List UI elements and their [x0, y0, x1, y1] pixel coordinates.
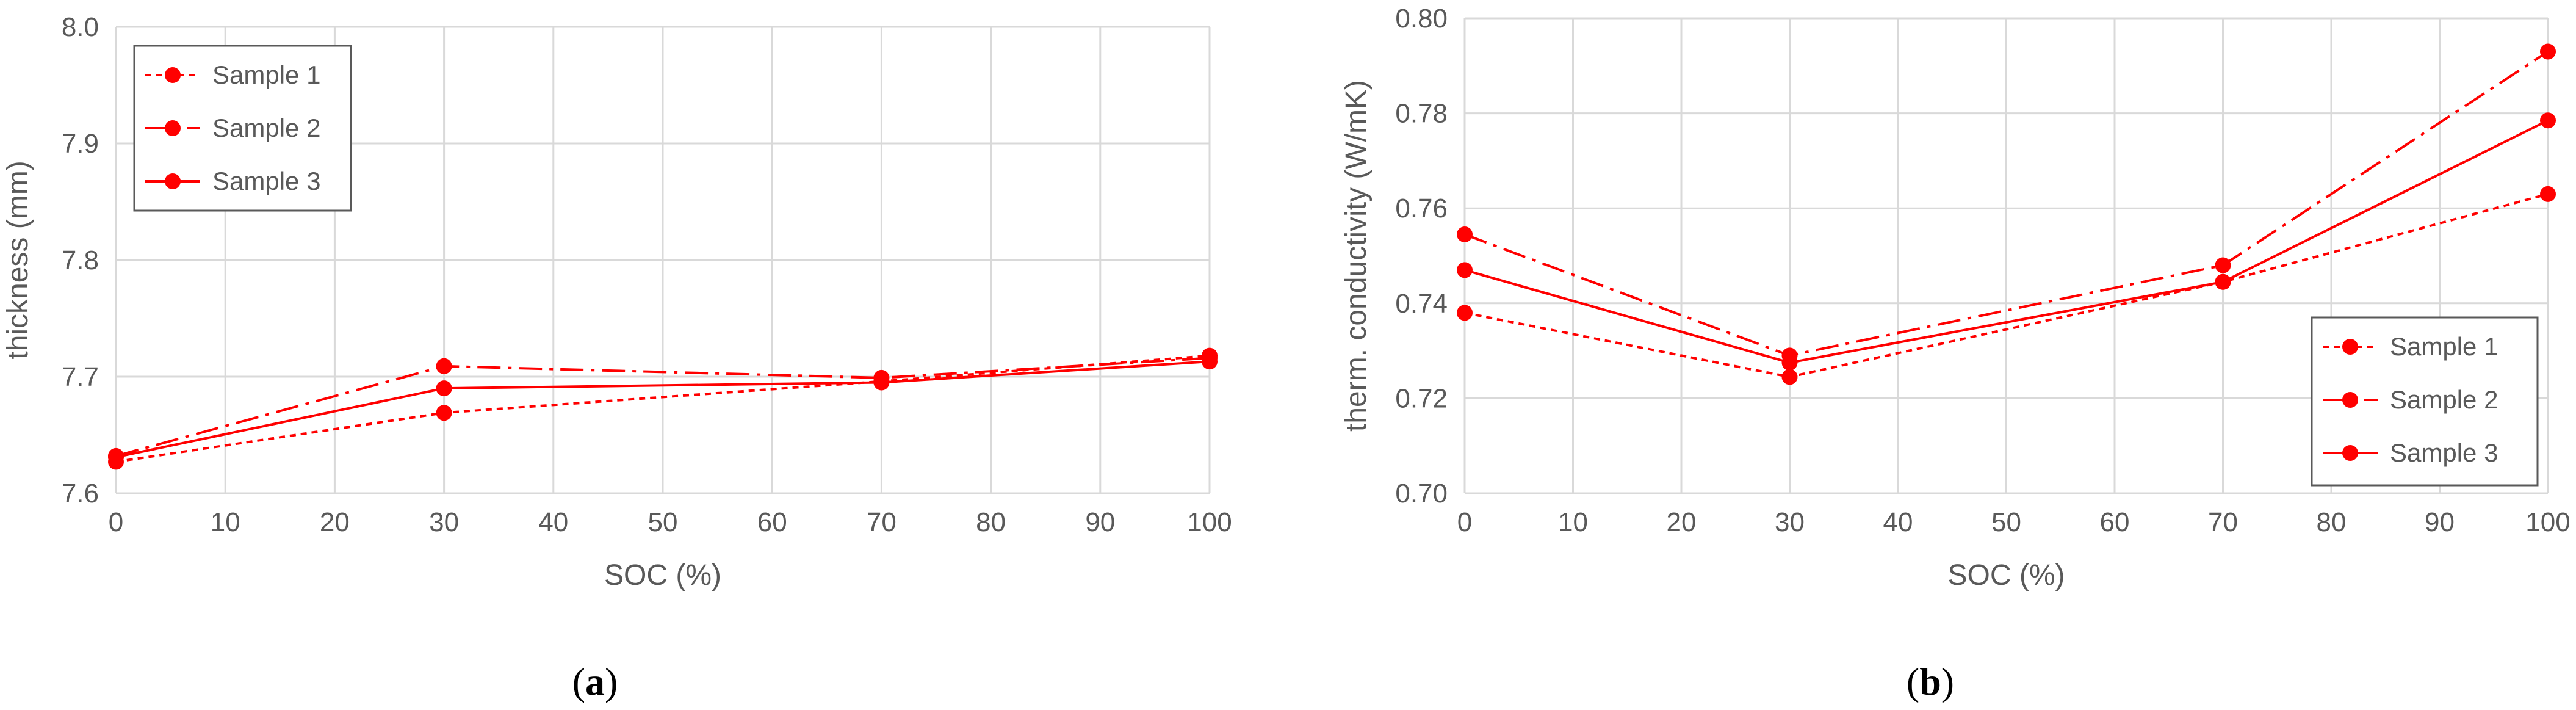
legend-marker	[165, 173, 181, 189]
x-tick-label: 70	[867, 507, 897, 537]
y-tick-label: 0.78	[1395, 99, 1448, 129]
data-point	[2215, 257, 2231, 273]
y-tick-label: 0.76	[1395, 194, 1448, 223]
data-point	[1457, 226, 1473, 242]
series-sample-3	[108, 353, 1218, 465]
series-line	[1464, 50, 2549, 357]
data-point	[436, 405, 452, 421]
chart-panel-a: 0 10 20 30 40 50 60 70 80 90 100 7.6 7.7 7.8 7.9 8.0 SOC…	[2, 12, 1232, 703]
data-point	[108, 449, 124, 465]
data-point	[436, 380, 452, 397]
x-tick-label: 40	[538, 507, 568, 537]
legend-marker	[2342, 445, 2358, 461]
x-tick-label: 0	[1457, 507, 1472, 537]
y-tick-label: 7.8	[62, 245, 99, 275]
x-tick-label: 30	[1775, 507, 1805, 537]
data-point	[2215, 273, 2231, 290]
legend-marker	[165, 67, 181, 83]
chart-panel-b: 0 10 20 30 40 50 60 70 80 90 1000.700.720.740.760.…	[1340, 4, 2571, 703]
x-tick-label: 80	[2317, 507, 2347, 537]
x-tick-label: 40	[1883, 507, 1913, 537]
x-axis-title: SOC (%)	[604, 559, 721, 592]
data-point	[2540, 186, 2556, 202]
x-tick-label: 100	[2525, 507, 2570, 537]
y-axis-title: thickness (mm)	[2, 161, 34, 359]
y-tick-label: 7.7	[62, 362, 99, 392]
x-axis-title: SOC (%)	[1948, 559, 2065, 592]
x-tick-label: 0	[109, 507, 123, 537]
y-tick-label: 0.74	[1395, 289, 1448, 319]
x-tick-label: 80	[976, 507, 1006, 537]
caption-close-paren: )	[1941, 660, 1954, 703]
x-tick-label: 50	[648, 507, 678, 537]
x-tick-label: 90	[1085, 507, 1115, 537]
x-tick-label: 60	[757, 507, 787, 537]
legend-label: Sample 3	[212, 167, 320, 195]
y-tick-label: 7.9	[62, 129, 99, 159]
x-tick-label: 20	[1667, 507, 1697, 537]
x-tick-label: 20	[320, 507, 350, 537]
gridlines	[1463, 17, 2549, 494]
series-line	[115, 357, 1210, 457]
panel-caption: (a)	[572, 660, 618, 703]
caption-close-paren: )	[605, 660, 618, 703]
data-point	[1202, 353, 1218, 370]
legend: Sample 1 Sample 2 Sample 3	[2311, 316, 2539, 487]
legend-label: Sample 3	[2390, 438, 2498, 467]
x-tick-label: 60	[2100, 507, 2130, 537]
caption-letter: a	[585, 660, 605, 703]
series-sample-1	[1457, 186, 2556, 385]
x-tick-label: 50	[1991, 507, 2021, 537]
legend-label: Sample 2	[2390, 385, 2498, 414]
legend-label: Sample 1	[2390, 332, 2498, 361]
x-tick-label: 10	[1558, 507, 1588, 537]
caption-open-paren: (	[1907, 660, 1919, 703]
x-tick-labels: 0 10 20 30 40 50 60 70 80 90 100	[109, 507, 1232, 537]
series-line	[115, 360, 1210, 458]
y-tick-labels: 0.70 0.72 0.74 0.76 0.78 0.80	[1395, 4, 1448, 509]
legend-marker	[2342, 339, 2358, 355]
legend: Sample 1 Sample 2 Sample 3	[133, 45, 352, 212]
caption-letter: b	[1919, 660, 1941, 703]
y-tick-label: 0.72	[1395, 383, 1448, 413]
data-point	[1457, 262, 1473, 278]
gridlines	[115, 26, 1211, 494]
data-point	[2540, 112, 2556, 129]
x-tick-label: 100	[1187, 507, 1232, 537]
y-tick-label: 0.70	[1395, 479, 1448, 509]
data-point	[873, 374, 890, 391]
y-tick-label: 8.0	[62, 12, 99, 42]
data-point	[2540, 43, 2556, 60]
y-tick-label: 7.6	[62, 479, 99, 509]
y-tick-labels: 7.6 7.7 7.8 7.9 8.0	[62, 12, 99, 509]
series-line	[1464, 119, 2549, 364]
legend-label: Sample 2	[212, 114, 320, 142]
x-tick-label: 70	[2208, 507, 2238, 537]
y-axis-title: therm. conductivity (W/mK)	[1340, 80, 1373, 432]
x-tick-label: 30	[429, 507, 459, 537]
x-tick-labels: 0 10 20 30 40 50 60 70 80 90 100	[1457, 507, 2571, 537]
x-tick-label: 10	[211, 507, 240, 537]
series-line	[115, 354, 1210, 463]
legend-marker	[165, 120, 181, 136]
data-point	[1457, 305, 1473, 321]
y-tick-label: 0.80	[1395, 4, 1448, 34]
caption-open-paren: (	[572, 660, 585, 703]
x-tick-label: 90	[2425, 507, 2455, 537]
legend-label: Sample 1	[212, 60, 320, 89]
data-point	[1781, 355, 1798, 371]
data-point	[436, 358, 452, 374]
series-sample-3	[1457, 112, 2556, 371]
series-line	[1464, 192, 2549, 379]
data-point	[1781, 369, 1798, 385]
legend-marker	[2342, 392, 2358, 408]
panel-caption: (b)	[1907, 660, 1954, 703]
